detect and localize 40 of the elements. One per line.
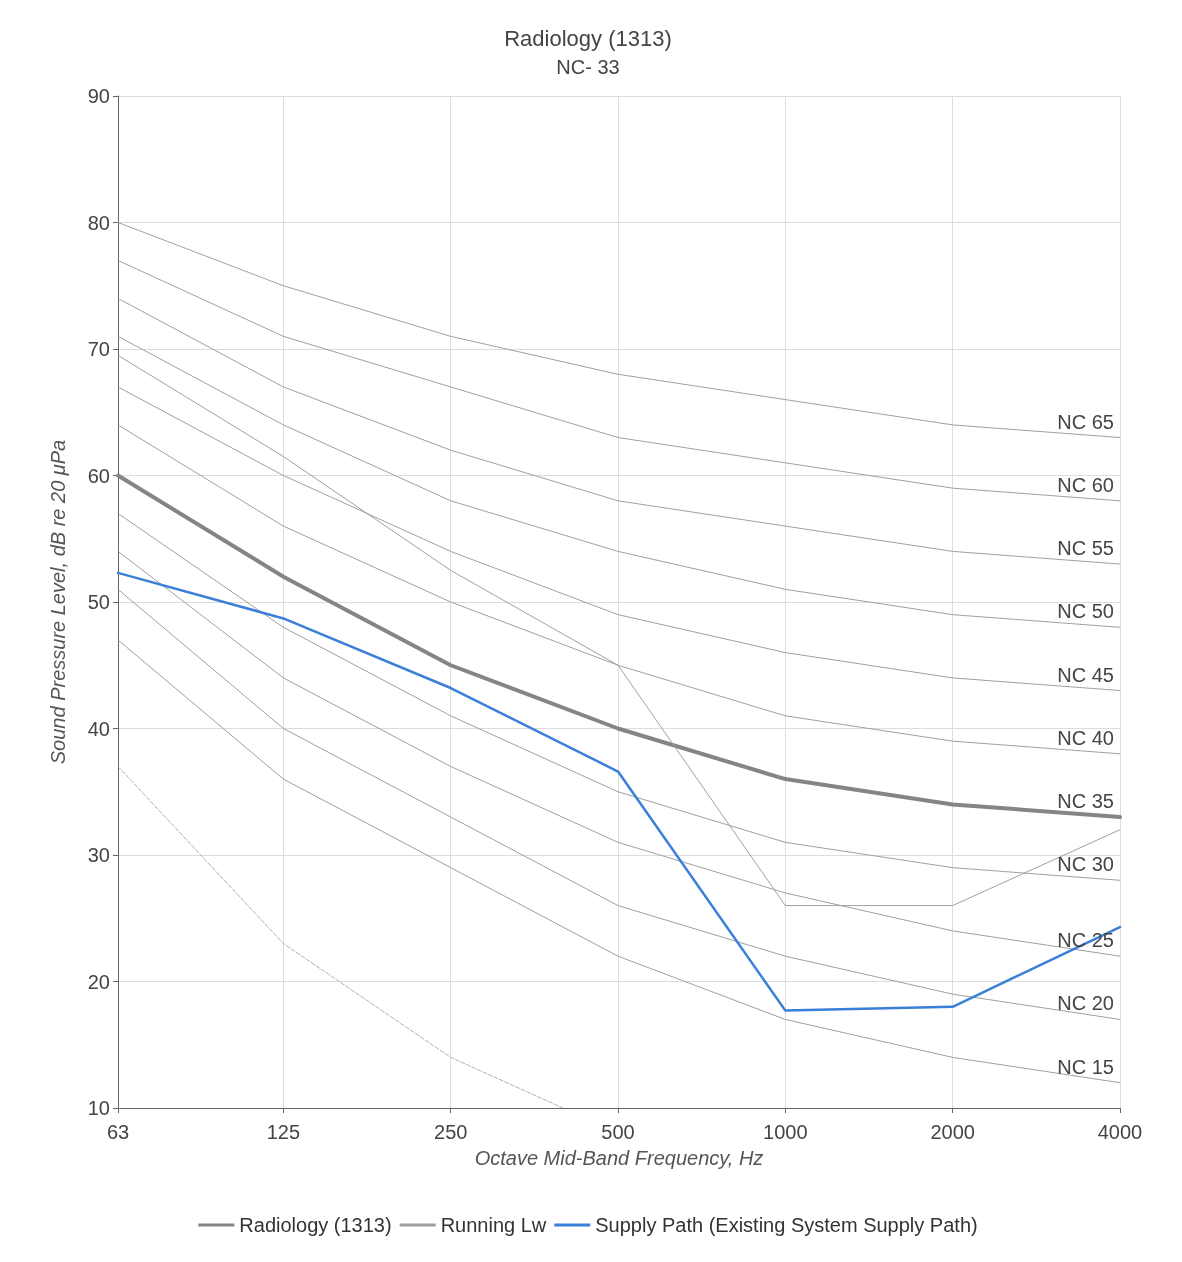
y-tick-label: 10 [87,1097,110,1119]
annotation: NC 45 [1057,663,1114,686]
annotation: NC 30 [1057,853,1114,876]
y-tick-label: 80 [87,211,110,234]
annotation: NC 15 [1057,1055,1114,1078]
y-tick-label: 40 [87,717,110,740]
legend-label: Supply Path (Existing System Supply Path) [595,1214,978,1236]
y-tick-label: 60 [87,464,110,487]
chart-title: Radiology (1313) [504,25,672,51]
line-series [117,259,1121,502]
annotation: NC 55 [1057,537,1114,560]
y-tick-label: 50 [87,591,110,613]
y-tick-label: 70 [87,338,110,360]
annotation: NC 60 [1057,473,1114,496]
line-series [117,335,1121,628]
chart-subtitle: NC- 33 [556,56,620,78]
x-tick-label: 250 [434,1121,468,1143]
y-tick-label: 30 [87,844,110,866]
line-series [117,222,1121,439]
y-tick-label: 90 [87,85,110,107]
annotation: NC 50 [1057,600,1114,623]
x-tick-label: 4000 [1097,1121,1143,1143]
x-tick-label: 63 [106,1121,130,1143]
line-series [117,297,1121,565]
legend-label: Radiology (1313) [239,1214,392,1236]
line-series [116,473,1122,820]
x-axis-title: Octave Mid-Band Frequency, Hz [474,1147,764,1169]
x-tick-label: 125 [266,1121,301,1143]
x-tick-label: 1000 [763,1121,808,1143]
annotation: NC 65 [1057,410,1114,433]
annotation: NC 35 [1057,790,1114,813]
x-tick-label: 2000 [930,1121,975,1143]
legend-label: Running Lw [440,1214,547,1236]
y-axis-title: Sound Pressure Level, dB re 20 μPa [47,439,69,765]
x-tick-label: 500 [601,1121,635,1143]
annotation: NC 40 [1057,726,1114,749]
line-series [117,639,1121,1084]
y-tick-label: 20 [87,970,110,993]
annotation: NC 20 [1057,992,1114,1015]
annotation: NC 25 [1057,929,1114,952]
